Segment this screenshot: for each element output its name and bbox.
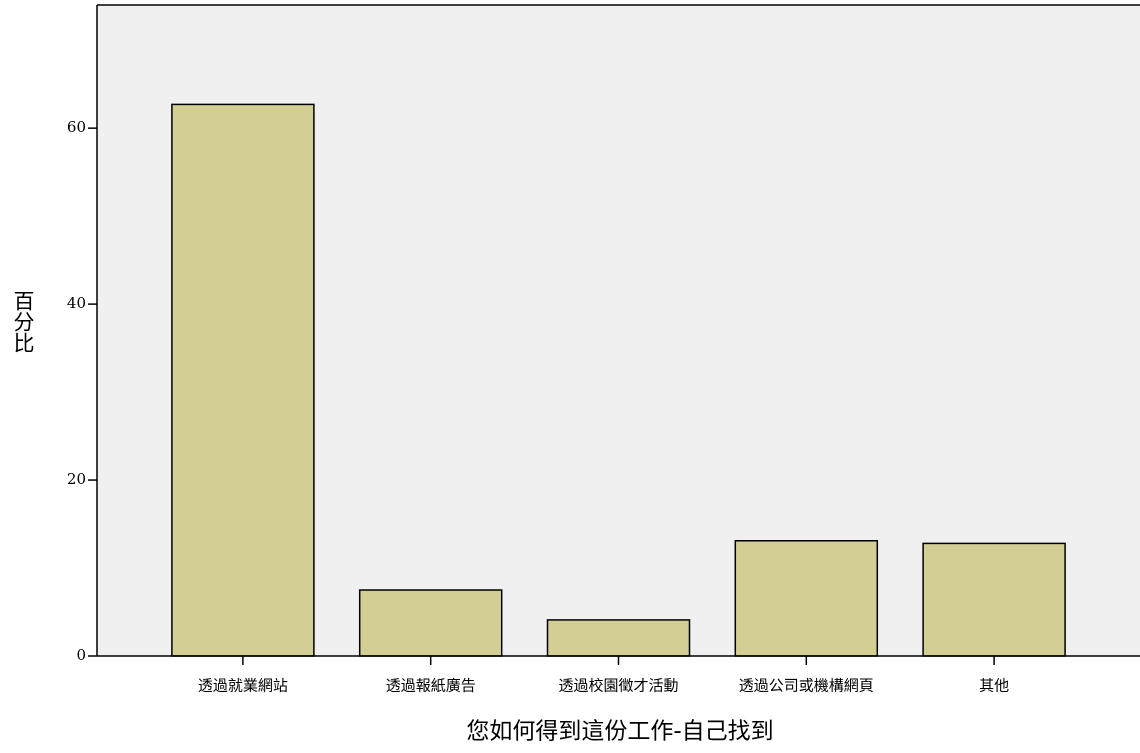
x-axis-title: 您如何得到這份工作-自己找到 xyxy=(466,719,773,745)
bar xyxy=(922,542,1066,657)
x-tick-label: 透過報紙廣告 xyxy=(386,677,476,695)
bar xyxy=(546,619,691,657)
x-tick-label: 透過公司或機構網頁 xyxy=(739,677,874,695)
x-tick-label: 透過就業網站 xyxy=(198,677,288,695)
bar xyxy=(171,103,315,657)
y-tick-label: 60 xyxy=(67,118,86,136)
y-tick-label: 20 xyxy=(67,470,86,488)
y-tick-label: 0 xyxy=(76,646,86,664)
y-tick-label: 40 xyxy=(67,294,86,312)
bar xyxy=(734,540,879,657)
y-axis-title: 百分比 xyxy=(11,290,35,353)
bar xyxy=(358,589,503,657)
x-tick-label: 透過校園徵才活動 xyxy=(558,677,678,695)
x-tick-label: 其他 xyxy=(979,677,1009,695)
